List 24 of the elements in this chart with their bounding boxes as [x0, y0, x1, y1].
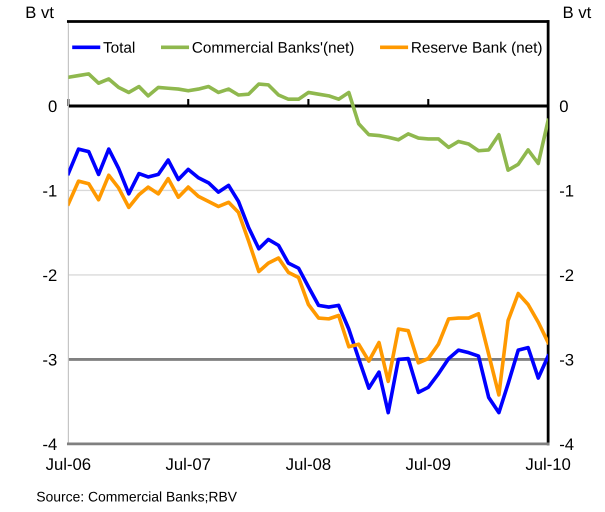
legend-label: Total [103, 42, 134, 53]
y-tick-label: -2 [43, 269, 56, 281]
x-tick-label: Jul-10 [526, 458, 570, 470]
x-tick-label: Jul-08 [286, 458, 330, 470]
y2-tick-label: -2 [560, 269, 574, 281]
line-series [68, 173, 548, 397]
source-note: Source: Commercial Banks;RBV [36, 491, 237, 504]
y-tick-label: -3 [43, 354, 57, 366]
y2-tick-label: -1 [560, 185, 574, 197]
y2-tick-label: -4 [560, 438, 574, 450]
legend-label: Commercial Banks'(net) [192, 42, 354, 56]
y-tick-label: 0 [48, 100, 57, 112]
x-tick-label: Jul-06 [46, 458, 90, 470]
y-axis-title: B vt [26, 6, 54, 18]
y2-tick-label: -3 [560, 354, 574, 366]
y-tick-label: -4 [43, 438, 57, 450]
x-tick-label: Jul-09 [406, 458, 450, 470]
line-series [68, 72, 548, 172]
x-tick-label: Jul-07 [166, 458, 210, 470]
y-tick-label: -1 [43, 185, 56, 197]
y2-axis-title: B vt [564, 6, 592, 18]
line-series [68, 147, 548, 414]
legend-label: Reserve Bank (net) [412, 42, 542, 56]
y2-tick-label: 0 [560, 100, 568, 112]
